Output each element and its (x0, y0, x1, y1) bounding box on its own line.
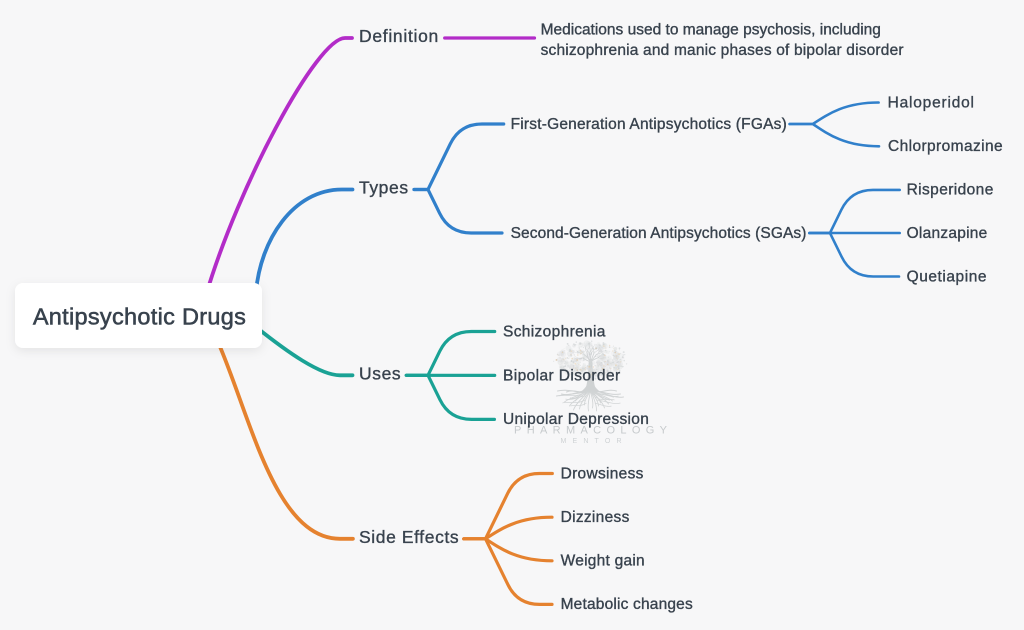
svg-text:Risperidone: Risperidone (907, 182, 994, 199)
svg-text:Side Effects: Side Effects (359, 527, 459, 547)
svg-text:Definition: Definition (359, 26, 439, 46)
svg-text:Types: Types (359, 178, 409, 198)
svg-text:Uses: Uses (359, 364, 401, 384)
svg-text:Drowsiness: Drowsiness (561, 465, 644, 482)
svg-text:Metabolic changes: Metabolic changes (561, 596, 693, 613)
svg-text:First-Generation Antipsychotic: First-Generation Antipsychotics (FGAs) (511, 116, 787, 133)
svg-text:Dizziness: Dizziness (561, 509, 630, 526)
svg-text:Quetiapine: Quetiapine (907, 268, 987, 285)
svg-text:Schizophrenia: Schizophrenia (503, 323, 606, 340)
svg-text:Bipolar Disorder: Bipolar Disorder (503, 367, 621, 384)
svg-text:Antipsychotic Drugs: Antipsychotic Drugs (33, 304, 246, 330)
svg-text:Unipolar Depression: Unipolar Depression (503, 411, 649, 428)
svg-text:Olanzapine: Olanzapine (907, 225, 988, 242)
svg-text:schizophrenia and manic phases: schizophrenia and manic phases of bipola… (541, 42, 904, 59)
svg-text:Medications used to manage psy: Medications used to manage psychosis, in… (541, 21, 881, 38)
svg-text:Weight gain: Weight gain (561, 553, 645, 570)
svg-text:Chlorpromazine: Chlorpromazine (888, 138, 1003, 155)
svg-text:Haloperidol: Haloperidol (888, 94, 975, 111)
svg-text:Second-Generation Antipsychoti: Second-Generation Antipsychotics (SGAs) (511, 225, 807, 242)
